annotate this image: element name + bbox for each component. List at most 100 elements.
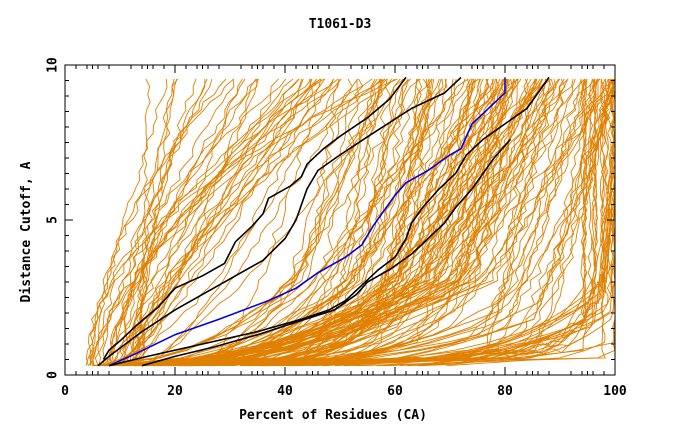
background-series-line-68 [104,78,378,367]
background-series-line-91 [181,78,544,367]
background-series-line-127 [230,78,512,367]
background-series-line-79 [97,78,561,367]
background-series-line-9 [111,78,235,366]
background-series-line-160 [267,78,431,367]
x-tick-label-0: 0 [61,384,69,399]
background-series-line-168 [265,78,552,367]
background-series-line-132 [111,78,552,367]
background-series-line-185 [197,78,593,367]
background-series-line-142 [153,78,510,367]
background-series-line-38 [140,78,151,366]
background-series-line-94 [169,78,353,367]
background-series-line-6 [90,78,398,366]
background-series-line-138 [188,78,509,367]
x-tick-label-3: 60 [387,384,403,399]
background-series-line-19 [85,78,168,366]
background-series-line-183 [446,78,606,367]
background-series-line-34 [123,78,304,366]
background-series-line-50 [96,78,340,367]
chart-title: T1061-D3 [309,17,372,32]
background-series-line-11 [121,78,300,366]
series-layer [85,78,616,367]
background-series-line-115 [168,78,598,367]
background-series-line-122 [188,78,476,367]
background-series-line-153 [249,78,454,367]
background-series-line-188 [256,78,612,367]
background-series-line-166 [138,78,600,367]
background-series-line-151 [141,78,457,367]
background-series-line-16 [107,78,342,366]
background-series-line-52 [180,78,322,367]
background-series-line-15 [108,78,373,366]
background-series-line-158 [177,78,613,367]
background-series-line-74 [94,78,490,367]
background-series-line-40 [143,78,321,367]
highlight-layer [97,76,550,367]
background-series-line-14 [141,78,359,367]
background-series-line-90 [98,78,359,367]
background-series-line-156 [225,78,529,367]
background-series-line-0 [85,78,287,366]
background-series-line-39 [88,78,213,366]
background-series-line-32 [131,78,175,366]
background-series-line-37 [126,78,259,366]
background-series-line-27 [119,78,312,366]
background-series-line-196 [295,189,613,367]
background-series-line-140 [265,78,508,367]
background-series-line-152 [171,78,422,367]
highlighted-series-line-1 [97,76,462,367]
background-series-line-145 [252,78,383,367]
background-series-line-103 [214,78,409,367]
background-series-line-84 [184,78,388,367]
background-series-line-45 [196,78,555,367]
background-series-line-99 [122,78,569,367]
background-series-line-3 [115,78,279,367]
background-series-line-42 [88,78,227,366]
background-series-line-59 [161,78,601,367]
x-tick-label-1: 20 [167,384,183,399]
highlighted-series-line-2 [108,77,506,367]
background-series-line-163 [209,78,616,367]
background-series-line-21 [129,78,257,366]
background-series-line-13 [90,78,326,366]
background-series-line-30 [100,78,313,367]
background-series-line-167 [134,78,471,367]
background-series-line-144 [153,78,412,367]
x-tick-label-5: 100 [603,384,627,399]
background-series-line-123 [171,78,536,367]
background-series-line-197 [420,208,613,367]
background-series-line-120 [192,78,409,367]
background-series-line-100 [161,78,383,367]
background-series-line-86 [92,78,421,367]
background-series-line-135 [134,78,576,367]
background-series-line-23 [102,78,339,366]
ticks-layer: 0 20 40 60 80 100 0 5 10 [46,57,627,399]
background-series-line-131 [248,78,569,367]
background-series-line-7 [109,78,321,366]
background-series-line-24 [97,78,235,366]
background-series-line-108 [185,78,382,367]
background-series-line-189 [276,78,604,367]
background-series-line-110 [264,78,537,367]
y-tick-label-0: 0 [46,371,61,379]
background-series-line-159 [135,78,557,367]
background-series-line-109 [157,78,612,367]
background-series-line-134 [184,78,551,367]
background-series-line-93 [199,78,364,367]
y-axis-label: Distance Cutoff, A [19,161,34,302]
background-series-line-41 [102,78,383,366]
y-tick-label-1: 5 [46,216,61,224]
highlighted-series-line-0 [102,76,407,360]
background-series-line-65 [163,78,616,367]
x-tick-label-2: 40 [277,384,293,399]
background-series-line-162 [211,78,588,367]
background-series-line-192 [259,206,613,367]
highlighted-series-line-4 [141,138,512,367]
background-series-line-33 [130,78,395,366]
background-series-line-165 [124,78,475,367]
background-series-line-139 [173,78,435,367]
background-series-line-81 [198,78,448,367]
y-tick-label-2: 10 [46,57,61,73]
x-axis-label: Percent of Residues (CA) [239,408,427,423]
